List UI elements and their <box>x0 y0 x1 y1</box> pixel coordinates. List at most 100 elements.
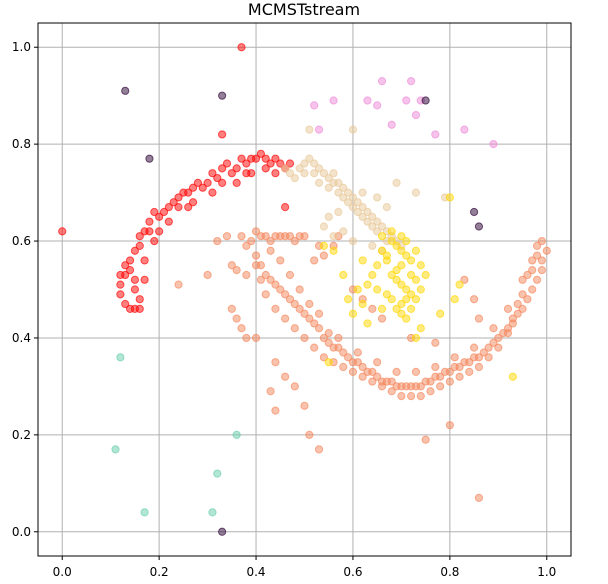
scatter-point <box>222 159 232 168</box>
series-3 <box>319 193 517 381</box>
scatter-point <box>363 207 372 217</box>
scatter-point <box>348 309 358 318</box>
scatter-point <box>295 164 304 173</box>
scatter-point <box>121 261 130 270</box>
scatter-point <box>324 338 333 347</box>
scatter-point <box>319 333 328 343</box>
scatter-point <box>174 280 183 289</box>
scatter-point <box>436 372 445 381</box>
scatter-point <box>407 256 416 265</box>
scatter-point <box>397 261 406 270</box>
scatter-point <box>319 251 328 260</box>
scatter-point <box>455 280 464 289</box>
scatter-point <box>242 333 251 343</box>
scatter-point <box>184 203 193 212</box>
scatter-point <box>208 508 217 517</box>
scatter-point <box>203 178 212 187</box>
scatter-point <box>271 304 280 313</box>
scatter-point <box>218 178 227 187</box>
y-tick-label: 0.4 <box>12 331 31 345</box>
scatter-point <box>373 372 382 381</box>
scatter-point <box>218 164 227 173</box>
scatter-point <box>135 304 144 313</box>
scatter-point <box>261 290 270 299</box>
scatter-point <box>402 295 411 304</box>
scatter-point <box>310 159 319 168</box>
scatter-point <box>324 173 333 183</box>
scatter-point <box>285 270 295 280</box>
scatter-point <box>271 280 280 289</box>
scatter-point <box>411 367 421 376</box>
scatter-point <box>363 96 372 105</box>
scatter-point <box>198 183 207 192</box>
scatter-point <box>281 203 290 212</box>
scatter-point <box>358 212 367 221</box>
scatter-point <box>290 382 299 391</box>
scatter-point <box>368 304 377 313</box>
scatter-point <box>232 266 241 275</box>
series-6 <box>121 86 484 536</box>
scatter-point <box>130 275 140 284</box>
series-1 <box>174 227 551 502</box>
scatter-point <box>344 353 353 362</box>
scatter-point <box>387 387 396 396</box>
scatter-point <box>155 212 164 221</box>
scatter-point <box>474 493 484 502</box>
scatter-point <box>397 246 406 255</box>
scatter-point <box>339 183 348 192</box>
scatter-point <box>140 256 149 265</box>
scatter-point <box>329 232 338 241</box>
scatter-point <box>116 290 125 299</box>
scatter-point <box>513 299 522 309</box>
scatter-point <box>387 120 396 129</box>
scatter-point <box>469 295 479 304</box>
scatter-point <box>237 232 246 241</box>
scatter-point <box>329 169 338 178</box>
scatter-point <box>281 164 290 173</box>
scatter-point <box>305 314 314 323</box>
scatter-point <box>407 77 416 86</box>
scatter-point <box>465 358 474 367</box>
scatter-point <box>377 314 387 323</box>
scatter-point <box>411 110 421 120</box>
scatter-point <box>261 164 270 173</box>
scatter-point <box>489 338 498 347</box>
scatter-point <box>213 469 222 478</box>
scatter-point <box>218 527 227 536</box>
plot-area-frame <box>37 22 572 557</box>
scatter-point <box>358 203 367 212</box>
scatter-point <box>334 333 343 343</box>
scatter-point <box>474 362 484 372</box>
scatter-point <box>232 164 241 173</box>
scatter-point <box>402 285 411 294</box>
scatter-point <box>242 241 251 250</box>
scatter-point <box>305 299 314 309</box>
scatter-point <box>358 188 367 197</box>
scatter-point <box>310 101 319 110</box>
scatter-point <box>281 314 290 323</box>
scatter-point <box>314 324 324 333</box>
scatter-point <box>537 266 547 275</box>
scatter-point <box>305 125 314 134</box>
scatter-point <box>242 270 251 280</box>
scatter-point <box>334 178 343 187</box>
scatter-point <box>387 377 396 386</box>
scatter-point <box>479 348 488 357</box>
scatter-point <box>266 387 275 396</box>
y-axis-ticks: 0.0 0.2 0.4 0.6 0.8 1.0 <box>12 40 38 539</box>
scatter-point <box>348 125 358 134</box>
scatter-point <box>392 275 401 284</box>
x-tick-label: 0.2 <box>150 565 169 579</box>
scatter-point <box>314 164 324 173</box>
scatter-point <box>474 353 484 362</box>
scatter-point <box>518 304 527 313</box>
scatter-point <box>281 372 290 381</box>
scatter-point <box>300 169 309 178</box>
scatter-point <box>469 207 479 217</box>
scatter-point <box>411 275 421 284</box>
scatter-point <box>237 154 246 163</box>
scatter-point <box>528 285 537 294</box>
scatter-point <box>513 309 522 318</box>
scatter-point <box>426 377 435 386</box>
scatter-point <box>344 188 353 197</box>
